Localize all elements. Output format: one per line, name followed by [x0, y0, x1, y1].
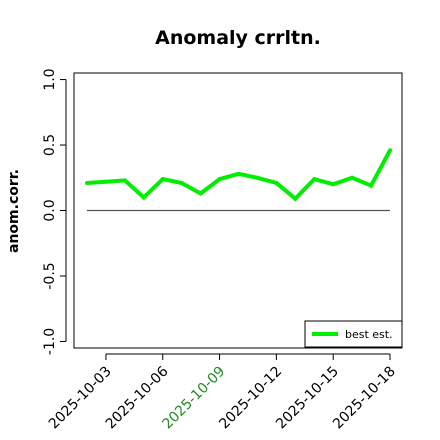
data-point [85, 181, 89, 185]
y-tick-label: 1.0 [42, 68, 58, 90]
data-point [236, 171, 241, 176]
y-tick-label: -0.5 [42, 262, 58, 289]
data-point [331, 182, 336, 187]
chart-title: Anomaly crrltn. [155, 27, 321, 49]
legend-label: best est. [345, 328, 393, 341]
legend: best est. [304, 320, 403, 348]
data-point [179, 181, 184, 185]
y-tick-label: -1.0 [42, 328, 58, 355]
y-tick-label: 0.0 [42, 199, 58, 221]
data-point [312, 177, 317, 182]
data-point [369, 183, 374, 188]
data-point [141, 195, 146, 200]
y-axis: -1.0 -0.5 0.0 0.5 1.0 [42, 68, 67, 355]
data-point [350, 175, 355, 180]
y-axis-label: anom.corr. [6, 169, 22, 253]
data-point [160, 177, 165, 182]
data-point [293, 196, 298, 201]
data-point [255, 175, 260, 180]
data-point [122, 178, 127, 183]
y-tick-label: 0.5 [42, 134, 58, 156]
series-layer [85, 148, 392, 202]
plot-frame [73, 72, 403, 349]
data-point [198, 191, 203, 196]
data-point [274, 181, 279, 185]
data-point [103, 179, 108, 184]
data-point [217, 177, 222, 182]
data-point [388, 148, 392, 153]
x-axis: 2025-10-032025-10-062025-10-092025-10-12… [46, 353, 399, 432]
